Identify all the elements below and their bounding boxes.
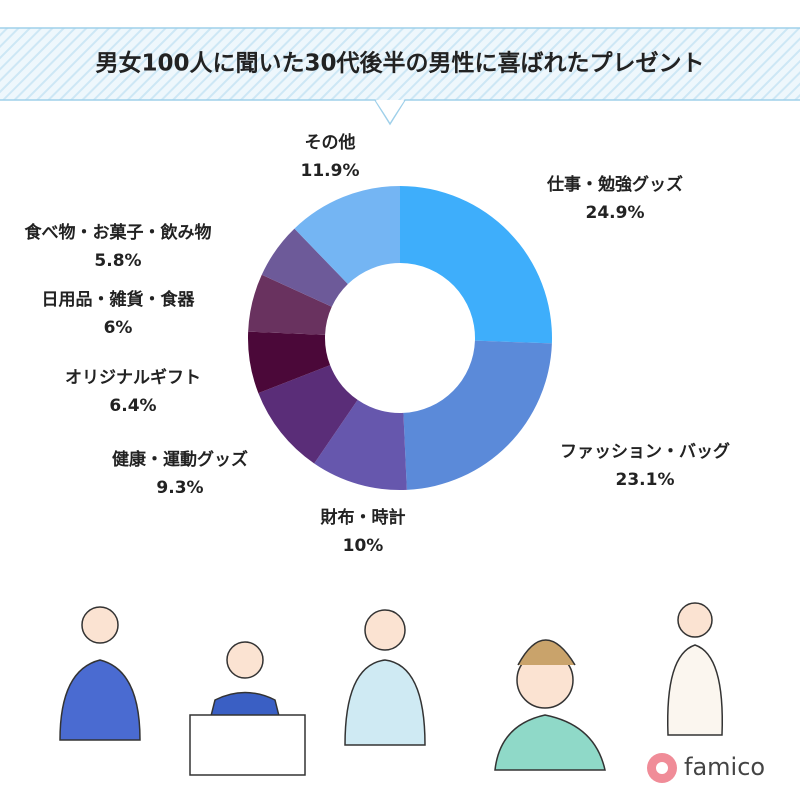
slice-label: 仕事・勉強グッズ [546, 174, 683, 195]
logo-text: famico [684, 753, 765, 781]
slice-label: 日用品・雑貨・食器 [42, 289, 196, 310]
value-label: 23.1% [616, 470, 675, 490]
slice [294, 186, 400, 285]
logo: famico [647, 753, 765, 783]
slice [261, 228, 348, 307]
slice-label: オリジナルギフト [65, 368, 201, 388]
donut [247, 186, 552, 491]
value-label: 24.9% [586, 203, 645, 223]
slice [400, 186, 552, 344]
value-label: 11.9% [301, 161, 360, 181]
slice [258, 365, 358, 464]
slice-label: ファッション・バッグ [560, 441, 730, 462]
value-label: 6% [104, 318, 133, 338]
illustrations [59, 602, 724, 776]
slice [248, 274, 332, 335]
slice-label: その他 [305, 132, 356, 153]
slice [314, 399, 407, 491]
value-label: 9.3% [156, 478, 203, 498]
value-label: 6.4% [109, 396, 156, 416]
slice-label: 健康・運動グッズ [112, 449, 248, 470]
slice-label: 財布・時計 [320, 507, 406, 528]
slice [403, 340, 552, 490]
slice-label: 食べ物・お菓子・飲み物 [25, 222, 212, 243]
slice [247, 331, 331, 394]
value-label: 5.8% [94, 251, 141, 271]
value-label: 10% [343, 536, 384, 556]
chart-title: 男女100人に聞いた30代後半の男性に喜ばれたプレゼント [95, 50, 704, 77]
labels: 仕事・勉強グッズ 24.9% ファッション・バッグ 23.1% 財布・時計 10% 健康・運… [25, 132, 731, 556]
title-banner [0, 27, 800, 126]
